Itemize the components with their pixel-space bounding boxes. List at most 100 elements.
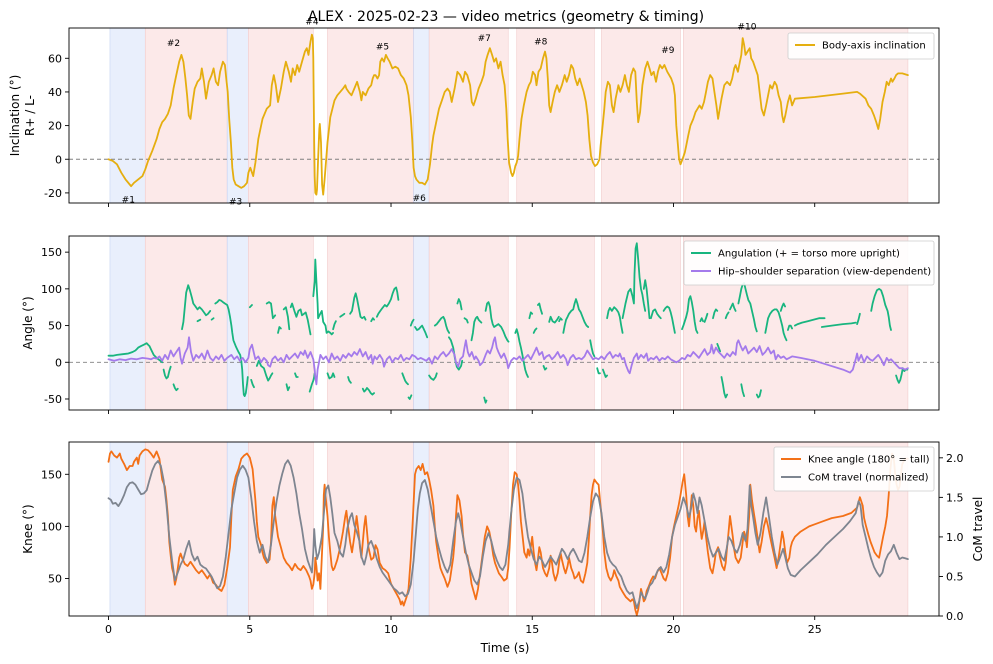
legend-label: Hip–shoulder separation (view-dependent) — [718, 267, 931, 278]
series-line — [740, 383, 745, 397]
y-tick-label: 50 — [48, 320, 62, 333]
series-line — [720, 376, 728, 399]
series-line — [470, 315, 483, 342]
phase-band-red — [428, 441, 509, 617]
series-line — [729, 302, 737, 312]
x-tick-label: 0 — [105, 623, 112, 636]
series-line — [407, 394, 413, 400]
y-tick-label: 0 — [55, 356, 62, 369]
series-line — [332, 320, 337, 331]
series-line — [339, 312, 346, 318]
series-line — [558, 317, 563, 323]
y-tick-label: 60 — [48, 52, 62, 65]
event-annotation: #3 — [229, 197, 242, 207]
phase-band-red — [516, 441, 595, 617]
y-tick-label: -20 — [44, 187, 62, 200]
x-tick-label: 25 — [808, 623, 822, 636]
y-tick-label: 150 — [41, 246, 62, 259]
event-annotation: #1 — [122, 196, 135, 206]
series-line — [265, 301, 277, 320]
series-line — [794, 317, 826, 327]
x-axis-label: Time (s) — [480, 641, 530, 655]
series-line — [255, 359, 274, 382]
series-line — [428, 372, 438, 381]
y-tick-label: 0 — [55, 153, 62, 166]
series-line — [681, 295, 699, 334]
series-line — [289, 302, 312, 336]
series-line — [401, 372, 409, 386]
phase-band-blue — [413, 235, 430, 411]
series-line — [250, 379, 255, 389]
event-annotation: #5 — [376, 43, 389, 53]
legend-box — [787, 32, 935, 60]
series-line — [537, 302, 543, 315]
series-line — [349, 292, 367, 321]
legend-label: Knee angle (180° = tall) — [808, 455, 930, 466]
series-line — [662, 305, 676, 334]
x-tick-label: 5 — [246, 623, 253, 636]
series-line — [162, 365, 172, 380]
figure-title: ALEX · 2025-02-23 — video metrics (geome… — [308, 9, 704, 25]
series-line — [621, 242, 647, 320]
series-line — [484, 301, 510, 343]
series-line — [606, 306, 624, 334]
axes-frame — [68, 27, 940, 204]
series-line — [764, 308, 788, 342]
series-line — [548, 315, 560, 324]
phase-band-blue — [109, 235, 146, 411]
y-axis-label: R+ / L- — [23, 95, 37, 136]
series-line — [596, 367, 601, 375]
phase-band-red — [516, 27, 595, 204]
series-line — [107, 336, 909, 386]
series-line — [642, 279, 651, 320]
series-line — [755, 389, 762, 399]
phase-band-red — [601, 235, 681, 411]
phase-band-red — [428, 27, 509, 204]
series-line — [820, 321, 857, 328]
phase-band-red — [144, 235, 228, 411]
series-line — [650, 308, 662, 320]
legend-label: Body-axis inclination — [822, 41, 926, 52]
y-axis-label: Knee (°) — [21, 504, 35, 553]
y-tick-label: 100 — [41, 283, 62, 296]
y-right-axis-label: CoM travel — [971, 497, 985, 562]
y-right-tick-label: 0.5 — [946, 570, 964, 583]
legend-box — [773, 446, 935, 492]
series-line — [414, 324, 429, 339]
y-tick-label: 20 — [48, 120, 62, 133]
series-line — [107, 459, 909, 609]
series-line — [196, 318, 202, 323]
series-line — [528, 311, 534, 320]
phase-band-red — [327, 441, 414, 617]
phase-band-red — [327, 235, 414, 411]
phase-band-blue — [109, 441, 146, 617]
series-line — [277, 326, 282, 334]
phase-band-red — [601, 441, 681, 617]
series-line — [483, 396, 488, 404]
series-line — [703, 312, 709, 323]
inclination-panel: #1 #2 #3 #4 #5 #6 #7 #8 #9 #10 -20 0 20 40 60 Inclinati… — [8, 17, 940, 207]
series-line — [361, 387, 375, 396]
y-tick-label: 40 — [48, 86, 62, 99]
axes-frame — [68, 235, 940, 411]
series-line — [181, 284, 212, 331]
event-annotation: #4 — [305, 17, 319, 27]
event-annotation: #9 — [661, 46, 675, 56]
series-line — [312, 258, 334, 336]
series-line — [210, 317, 215, 321]
series-line — [589, 339, 596, 358]
phase-band-blue — [226, 27, 249, 204]
series-line — [248, 304, 253, 309]
y-tick-label: 100 — [41, 520, 62, 533]
phase-band-red — [248, 235, 314, 411]
y-tick-label: -50 — [44, 393, 62, 406]
series-line — [282, 306, 291, 331]
series-line — [172, 383, 179, 392]
series-line — [370, 317, 375, 323]
y-right-tick-label: 0.0 — [946, 610, 964, 623]
series-line — [856, 312, 861, 325]
x-tick-label: 10 — [384, 623, 398, 636]
series-line — [787, 324, 793, 331]
series-line — [712, 308, 719, 320]
